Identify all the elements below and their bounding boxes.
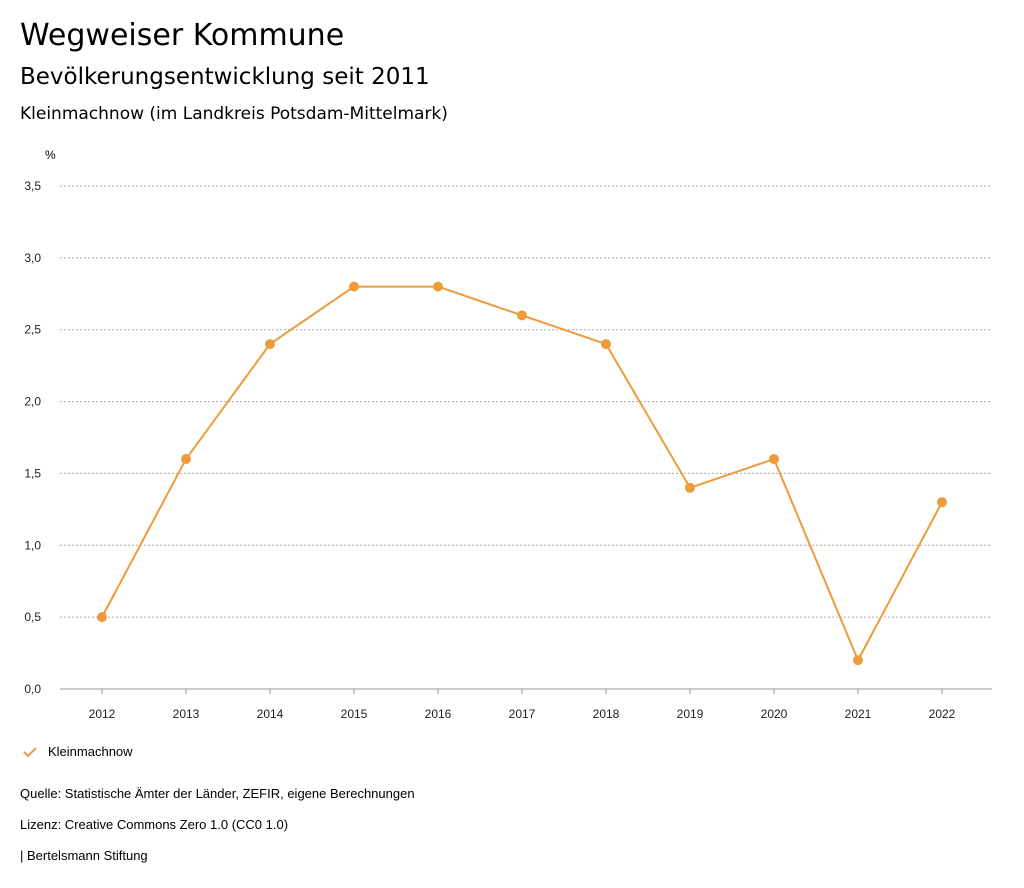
x-tick-label: 2014 xyxy=(257,707,284,721)
x-axis-ticks: 2012 2013 2014 2015 2016 2017 2018 2019 2020 2021… xyxy=(89,689,956,721)
y-tick-label: 2,5 xyxy=(24,323,41,337)
data-point[interactable] xyxy=(517,310,527,321)
y-tick-label: 0,0 xyxy=(24,682,41,696)
x-tick-label: 2013 xyxy=(173,707,200,721)
x-tick-label: 2012 xyxy=(89,707,116,721)
legend-label: Kleinmachnow xyxy=(48,744,133,759)
y-tick-label: 1,0 xyxy=(24,538,41,552)
data-point[interactable] xyxy=(601,339,611,350)
x-tick-label: 2016 xyxy=(425,707,452,721)
region-title: Kleinmachnow (im Landkreis Potsdam-Mitte… xyxy=(20,104,448,124)
x-tick-label: 2019 xyxy=(677,707,704,721)
line-chart: % 0,00,51,01,52,02,53,03,5 2012 2013 2014 2… xyxy=(24,148,992,721)
data-point[interactable] xyxy=(181,454,191,465)
license-note: Lizenz: Creative Commons Zero 1.0 (CC0 1… xyxy=(20,817,289,832)
y-tick-label: 3,0 xyxy=(24,251,41,265)
y-tick-label: 0,5 xyxy=(24,610,41,624)
data-point[interactable] xyxy=(853,655,863,666)
data-point[interactable] xyxy=(937,497,947,508)
x-tick-label: 2018 xyxy=(593,707,620,721)
y-tick-label: 2,0 xyxy=(24,395,41,409)
data-point[interactable] xyxy=(265,339,275,350)
x-tick-label: 2015 xyxy=(341,707,368,721)
data-point[interactable] xyxy=(769,454,779,465)
data-point[interactable] xyxy=(97,612,107,623)
x-tick-label: 2017 xyxy=(509,707,536,721)
data-point[interactable] xyxy=(685,482,695,493)
chart-subtitle: Bevölkerungsentwicklung seit 2011 xyxy=(20,64,430,90)
brand-note: | Bertelsmann Stiftung xyxy=(20,848,148,863)
x-tick-label: 2022 xyxy=(929,707,956,721)
data-point[interactable] xyxy=(433,281,443,292)
y-axis-unit-label: % xyxy=(45,148,56,162)
series-group xyxy=(97,281,947,666)
data-point[interactable] xyxy=(349,281,359,292)
page-title: Wegweiser Kommune xyxy=(20,18,345,53)
y-gridlines xyxy=(60,185,992,690)
y-tick-label: 3,5 xyxy=(24,179,41,193)
check-icon xyxy=(23,746,37,757)
x-tick-label: 2021 xyxy=(845,707,872,721)
y-axis-ticks: 0,0 0,5 1,0 1,5 2,0 2,5 3,0 3,5 xyxy=(24,179,41,696)
source-note: Quelle: Statistische Ämter der Länder, Z… xyxy=(20,786,415,801)
x-tick-label: 2020 xyxy=(761,707,788,721)
y-tick-label: 1,5 xyxy=(24,466,41,480)
legend[interactable]: Kleinmachnow xyxy=(22,744,133,759)
